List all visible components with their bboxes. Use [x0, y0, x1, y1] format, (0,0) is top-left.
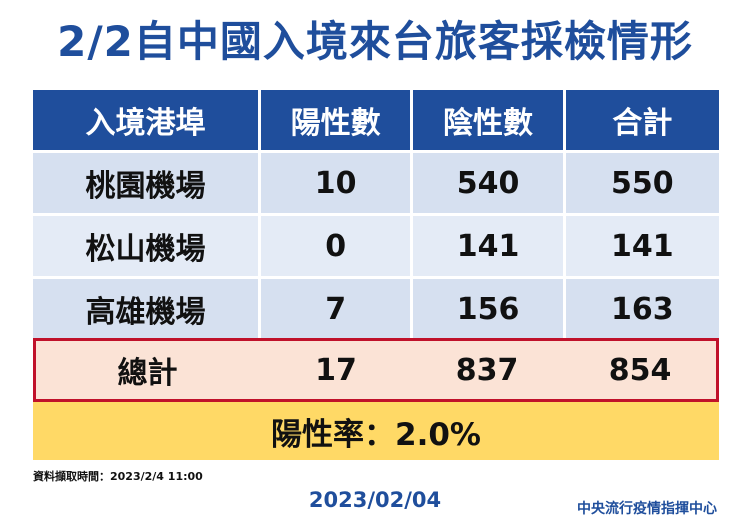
table-cell: 0 — [261, 216, 411, 276]
table-cell: 10 — [261, 153, 411, 213]
data-timestamp-note: 資料擷取時間：2023/2/4 11:00 — [33, 470, 203, 483]
total-row: 總計 17 837 854 — [33, 338, 719, 402]
table-cell: 141 — [565, 216, 720, 276]
total-label: 總計 — [117, 356, 178, 391]
table-cell: 松山機場 — [33, 216, 258, 276]
publish-date: 2023/02/04 — [308, 488, 442, 512]
organization-name: 中央流行疫情指揮中心 — [577, 501, 717, 517]
table-cell: 7 — [261, 279, 411, 339]
table-cell: 141 — [413, 216, 563, 276]
table-row: 松山機場 0 141 141 — [33, 216, 720, 276]
table-cell: 163 — [565, 279, 720, 339]
total-negative: 837 — [455, 352, 519, 388]
positive-rate-banner: 陽性率：2.0% — [33, 402, 719, 460]
header-cell-total: 合計 — [565, 90, 720, 150]
table-cell: 156 — [413, 279, 563, 339]
header-cell-negative: 陰性數 — [413, 90, 563, 150]
header-cell-port: 入境港埠 — [33, 90, 258, 150]
data-table: 入境港埠 陽性數 陰性數 合計 桃園機場 10 540 550 松山機場 0 1… — [33, 90, 720, 342]
table-cell: 桃園機場 — [33, 153, 258, 213]
table-row: 高雄機場 7 156 163 — [33, 279, 720, 339]
page-title: 2/2自中國入境來台旅客採檢情形 — [57, 17, 693, 66]
header-cell-positive: 陽性數 — [261, 90, 411, 150]
table-cell: 高雄機場 — [33, 279, 258, 339]
table-row: 桃園機場 10 540 550 — [33, 153, 720, 213]
table-cell: 540 — [413, 153, 563, 213]
table-header-row: 入境港埠 陽性數 陰性數 合計 — [33, 90, 720, 150]
total-sum: 854 — [608, 352, 672, 388]
table-cell: 550 — [565, 153, 720, 213]
total-positive: 17 — [315, 352, 357, 388]
